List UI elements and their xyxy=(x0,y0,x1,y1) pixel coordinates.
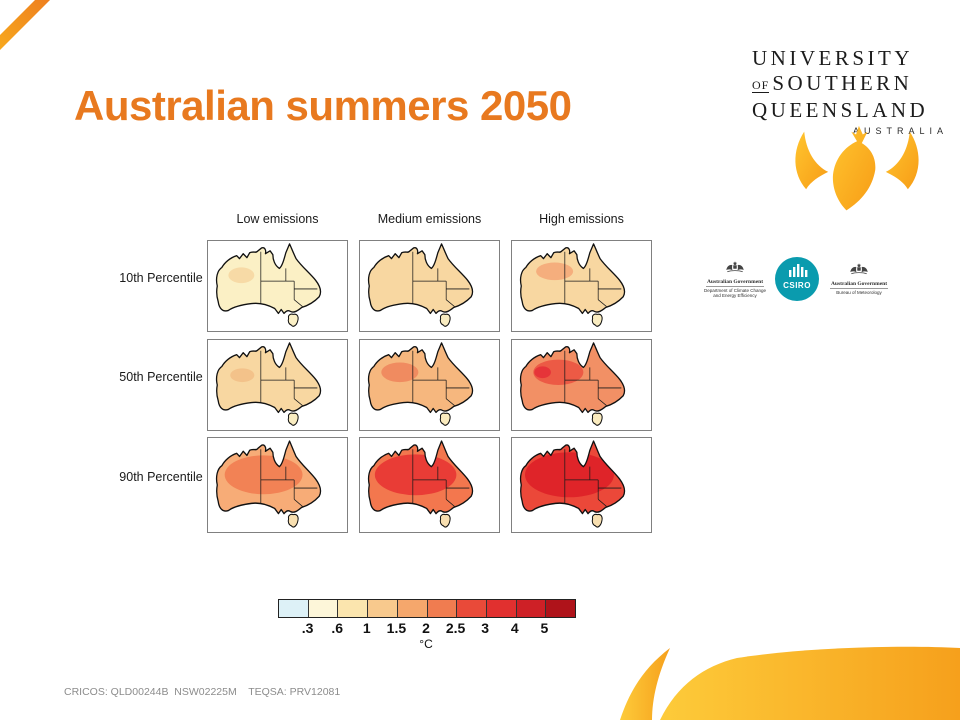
australia-map xyxy=(367,243,474,327)
colorbar-segment xyxy=(338,600,369,617)
map-cell-r1c3 xyxy=(511,240,652,332)
col-header-low-emissions: Low emissions xyxy=(236,212,319,226)
divider xyxy=(706,285,764,287)
colorbar-segment xyxy=(486,600,517,617)
row-label-10th-percentile: 10th Percentile xyxy=(119,271,203,285)
colorbar-segment xyxy=(427,600,458,617)
page-title: Australian summers 2050 xyxy=(74,82,572,129)
divider xyxy=(830,288,888,290)
usq-logo-of: OF xyxy=(752,78,770,93)
colorbar-segment xyxy=(279,600,309,617)
australia-map xyxy=(367,440,474,528)
map-cell-r2c1 xyxy=(207,339,348,431)
dept-line: Bureau of Meteorology xyxy=(836,290,882,296)
map-cell-r3c1 xyxy=(207,437,348,533)
colorbar-segment xyxy=(308,600,339,617)
corner-accent-stripe xyxy=(0,0,50,50)
map-cell-r3c2 xyxy=(359,437,500,533)
col-header-medium-emissions: Medium emissions xyxy=(377,212,482,226)
usq-logo-line2: OF SOUTHERN xyxy=(752,71,952,98)
logo-csiro: CSIRO xyxy=(772,257,822,301)
colorbar-tick: 3 xyxy=(481,620,490,636)
gov-name: Australian Government xyxy=(706,278,764,285)
colorbar-tick: .6 xyxy=(331,620,344,636)
colorbar-segment xyxy=(397,600,428,617)
phoenix-swoosh-decoration xyxy=(620,646,960,720)
csiro-label: CSIRO xyxy=(783,281,811,290)
phoenix-logo-icon xyxy=(795,125,919,211)
colorbar-segment xyxy=(368,600,398,617)
logo-dept-climate-change: Australian Government Department of Clim… xyxy=(702,260,768,299)
partner-logos: Australian Government Department of Clim… xyxy=(702,250,900,308)
colorbar-unit: °C xyxy=(419,637,433,651)
map-cell-r1c1 xyxy=(207,240,348,332)
col-header-high-emissions: High emissions xyxy=(539,212,624,226)
usq-logo-line4: AUSTRALIA xyxy=(852,126,948,136)
usq-logo-line1: UNIVERSITY xyxy=(752,46,913,70)
colorbar-segment xyxy=(546,600,576,617)
map-cell-r2c2 xyxy=(359,339,500,431)
csiro-circle: CSIRO xyxy=(775,257,819,301)
colorbar-tick: 2 xyxy=(422,620,430,636)
australia-map xyxy=(519,342,626,426)
australia-map xyxy=(215,243,322,327)
colorbar-tick: 1.5 xyxy=(386,620,407,636)
colorbar-segment xyxy=(516,600,547,617)
coat-of-arms-icon xyxy=(726,260,744,272)
logo-bureau-of-meteorology: Australian Government Bureau of Meteorol… xyxy=(826,262,892,296)
colorbar-tick: 5 xyxy=(540,620,549,636)
colorbar-tick: .3 xyxy=(301,620,314,636)
australia-map xyxy=(367,342,474,426)
row-label-50th-percentile: 50th Percentile xyxy=(119,370,203,384)
colorbar-tick: 4 xyxy=(510,620,519,636)
usq-logo: UNIVERSITY OF SOUTHERN QUEENSLAND AUSTRAL… xyxy=(752,46,952,136)
coat-of-arms-icon xyxy=(850,263,868,275)
map-cell-r1c2 xyxy=(359,240,500,332)
australia-map xyxy=(215,342,322,426)
dept-line: Department of Climate Change xyxy=(703,287,767,293)
row-label-90th-percentile: 90th Percentile xyxy=(119,470,203,484)
australia-map xyxy=(519,243,626,327)
usq-logo-line3: QUEENSLAND xyxy=(752,98,929,122)
dept-line: and Energy Efficiency xyxy=(713,293,757,298)
australia-map xyxy=(519,440,626,528)
gov-name: Australian Government xyxy=(830,281,888,288)
australia-map xyxy=(215,440,322,528)
usq-logo-southern: SOUTHERN xyxy=(772,71,913,95)
colorbar-segment xyxy=(457,600,487,617)
map-cell-r3c3 xyxy=(511,437,652,533)
map-cell-r2c3 xyxy=(511,339,652,431)
cricos-footer: CRICOS: QLD00244B NSW02225M TEQSA: PRV12… xyxy=(64,686,341,698)
csiro-soundbars-icon xyxy=(789,264,808,277)
colorbar xyxy=(278,599,576,618)
colorbar-tick: 1 xyxy=(362,620,371,636)
colorbar-tick: 2.5 xyxy=(445,620,466,636)
